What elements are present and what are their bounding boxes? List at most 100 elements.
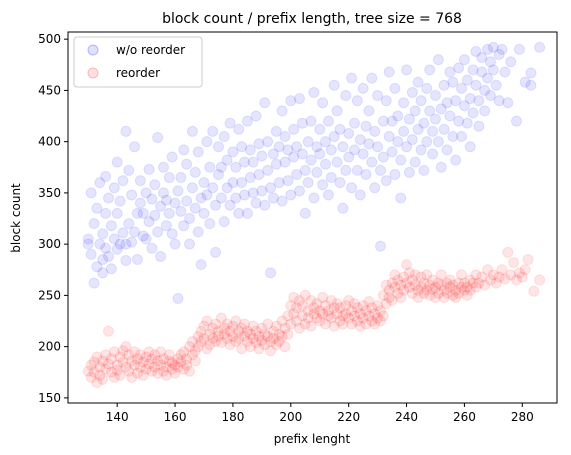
point-reorder bbox=[444, 281, 456, 293]
point-reorder bbox=[82, 365, 94, 377]
point-w-o-reorder bbox=[487, 41, 499, 53]
point-w-o-reorder bbox=[299, 164, 311, 176]
point-w-o-reorder bbox=[331, 156, 343, 168]
point-w-o-reorder bbox=[126, 236, 138, 248]
point-reorder bbox=[456, 281, 468, 293]
point-w-o-reorder bbox=[230, 192, 242, 204]
point-w-o-reorder bbox=[108, 182, 120, 194]
point-w-o-reorder bbox=[479, 84, 491, 96]
point-reorder bbox=[473, 277, 485, 289]
point-w-o-reorder bbox=[288, 151, 300, 163]
point-reorder bbox=[152, 355, 164, 367]
point-reorder bbox=[354, 320, 366, 332]
point-reorder bbox=[375, 305, 386, 317]
point-w-o-reorder bbox=[438, 123, 450, 135]
point-reorder bbox=[369, 318, 381, 330]
point-reorder bbox=[218, 322, 230, 334]
point-w-o-reorder bbox=[343, 151, 355, 163]
point-reorder bbox=[386, 295, 398, 307]
point-w-o-reorder bbox=[236, 177, 248, 189]
point-reorder bbox=[380, 298, 392, 310]
point-reorder bbox=[479, 279, 491, 291]
point-reorder bbox=[210, 318, 222, 330]
point-reorder bbox=[429, 281, 441, 293]
point-reorder bbox=[302, 312, 314, 324]
point-reorder bbox=[137, 356, 149, 368]
point-w-o-reorder bbox=[296, 148, 308, 160]
point-w-o-reorder bbox=[418, 164, 430, 176]
point-reorder bbox=[328, 302, 340, 314]
legend: w/o reorder reorder bbox=[73, 36, 203, 88]
point-w-o-reorder bbox=[305, 115, 317, 127]
point-reorder bbox=[516, 271, 528, 283]
point-w-o-reorder bbox=[380, 95, 392, 107]
point-reorder bbox=[296, 310, 308, 322]
point-w-o-reorder bbox=[184, 238, 196, 250]
point-reorder bbox=[123, 365, 135, 377]
point-w-o-reorder bbox=[108, 233, 120, 245]
point-reorder bbox=[276, 330, 288, 342]
point-reorder bbox=[296, 300, 308, 312]
x-tick-label: 160 bbox=[164, 410, 187, 424]
point-w-o-reorder bbox=[473, 120, 485, 132]
point-w-o-reorder bbox=[354, 189, 366, 201]
point-reorder bbox=[273, 336, 285, 348]
point-reorder bbox=[143, 346, 155, 358]
point-reorder bbox=[447, 279, 459, 291]
point-w-o-reorder bbox=[502, 97, 514, 109]
point-reorder bbox=[212, 325, 224, 337]
point-w-o-reorder bbox=[146, 242, 158, 254]
point-w-o-reorder bbox=[149, 209, 161, 221]
point-reorder bbox=[305, 320, 317, 332]
point-w-o-reorder bbox=[166, 151, 178, 163]
point-w-o-reorder bbox=[453, 62, 465, 74]
point-w-o-reorder bbox=[273, 141, 285, 153]
point-w-o-reorder bbox=[207, 125, 219, 137]
point-w-o-reorder bbox=[302, 136, 314, 148]
point-reorder bbox=[131, 367, 143, 379]
point-reorder bbox=[103, 358, 115, 370]
point-w-o-reorder bbox=[160, 194, 172, 206]
point-reorder bbox=[363, 310, 375, 322]
point-reorder bbox=[195, 336, 207, 348]
point-w-o-reorder bbox=[473, 95, 485, 107]
point-reorder bbox=[163, 349, 175, 361]
point-reorder bbox=[239, 330, 250, 342]
point-w-o-reorder bbox=[256, 150, 268, 162]
point-reorder bbox=[221, 332, 233, 344]
point-w-o-reorder bbox=[317, 179, 329, 191]
point-reorder bbox=[357, 312, 369, 324]
point-w-o-reorder bbox=[88, 218, 100, 230]
point-w-o-reorder bbox=[357, 82, 369, 94]
point-w-o-reorder bbox=[389, 168, 401, 180]
point-reorder bbox=[464, 274, 476, 286]
point-reorder bbox=[169, 359, 181, 371]
point-reorder bbox=[493, 271, 505, 283]
point-reorder bbox=[236, 322, 248, 334]
point-w-o-reorder bbox=[487, 64, 499, 76]
point-w-o-reorder bbox=[435, 103, 447, 115]
y-tick-label: 450 bbox=[38, 83, 61, 97]
point-w-o-reorder bbox=[317, 97, 329, 109]
point-w-o-reorder bbox=[450, 154, 462, 166]
point-w-o-reorder bbox=[285, 189, 297, 201]
point-w-o-reorder bbox=[343, 127, 355, 139]
point-w-o-reorder bbox=[305, 154, 317, 166]
point-reorder bbox=[496, 264, 508, 276]
point-reorder bbox=[195, 325, 207, 337]
point-reorder bbox=[377, 289, 389, 301]
point-reorder bbox=[435, 269, 447, 281]
point-w-o-reorder bbox=[267, 148, 279, 160]
point-w-o-reorder bbox=[189, 202, 201, 214]
point-reorder bbox=[247, 332, 259, 344]
y-axis-label: block count bbox=[9, 183, 23, 253]
point-w-o-reorder bbox=[395, 154, 407, 166]
point-reorder bbox=[236, 343, 248, 355]
point-w-o-reorder bbox=[137, 207, 149, 219]
point-reorder bbox=[412, 284, 424, 296]
point-w-o-reorder bbox=[479, 105, 491, 117]
point-reorder bbox=[389, 281, 401, 293]
point-reorder bbox=[207, 332, 219, 344]
point-w-o-reorder bbox=[314, 123, 326, 135]
point-reorder bbox=[230, 315, 242, 327]
